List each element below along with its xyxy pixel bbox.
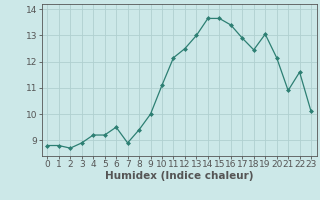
X-axis label: Humidex (Indice chaleur): Humidex (Indice chaleur) — [105, 171, 253, 181]
